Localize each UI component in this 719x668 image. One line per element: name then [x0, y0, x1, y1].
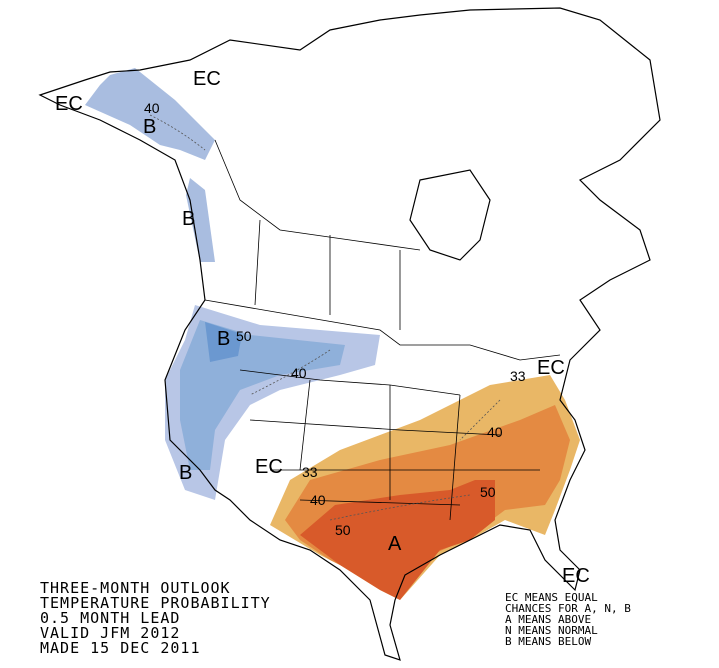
map-label: EC	[255, 456, 283, 478]
map-label: 40	[310, 492, 326, 508]
map-label: EC	[55, 93, 83, 115]
below-area-alaska	[85, 68, 215, 160]
map-label: B	[143, 116, 156, 138]
map-label: EC	[193, 68, 221, 90]
coastline	[38, 7, 661, 661]
legend-line: CHANCES FOR A, N, B	[505, 602, 631, 615]
caption-line: 0.5 MONTH LEAD	[40, 609, 180, 627]
legend-line: N MEANS NORMAL	[505, 624, 598, 637]
caption-line: VALID JFM 2012	[40, 624, 180, 642]
province-line	[214, 139, 421, 251]
us-canada-border	[204, 299, 561, 361]
above-area-50	[300, 480, 495, 600]
map-label: 40	[144, 100, 160, 116]
map-label: B	[179, 462, 192, 484]
caption: THREE-MONTH OUTLOOK TEMPERATURE PROBABIL…	[40, 579, 271, 657]
basemap	[38, 7, 661, 661]
map-label: 33	[510, 368, 526, 384]
map-label: 40	[291, 365, 307, 381]
caption-line: TEMPERATURE PROBABILITY	[40, 594, 271, 612]
below-normal-areas	[85, 68, 380, 500]
caption-line: MADE 15 DEC 2011	[40, 639, 201, 657]
legend-line: EC MEANS EQUAL	[505, 591, 598, 604]
state-lines	[239, 369, 540, 521]
below-area-panhandle	[186, 178, 215, 262]
province-lines	[254, 219, 401, 330]
legend-line: A MEANS ABOVE	[505, 613, 591, 626]
map-label: 50	[335, 522, 351, 538]
map-label: A	[388, 533, 402, 555]
caption-line: THREE-MONTH OUTLOOK	[40, 579, 231, 597]
map-labels: EC EC 40 B B B 50 40 EC 33 40 EC 33 B 40…	[55, 68, 590, 587]
map-label: 33	[302, 464, 318, 480]
map-label: B	[182, 208, 195, 230]
map-label: 50	[236, 328, 252, 344]
map-label: 40	[487, 424, 503, 440]
hudson-bay	[409, 169, 491, 261]
above-normal-areas	[270, 375, 580, 600]
map-label: B	[217, 328, 230, 350]
legend-line: B MEANS BELOW	[505, 635, 591, 648]
map-label: EC	[562, 565, 590, 587]
map-label: 50	[480, 484, 496, 500]
below-area-50	[205, 322, 242, 362]
legend: EC MEANS EQUAL CHANCES FOR A, N, B A MEA…	[505, 591, 631, 648]
map-label: EC	[537, 357, 565, 379]
contours	[149, 114, 501, 521]
